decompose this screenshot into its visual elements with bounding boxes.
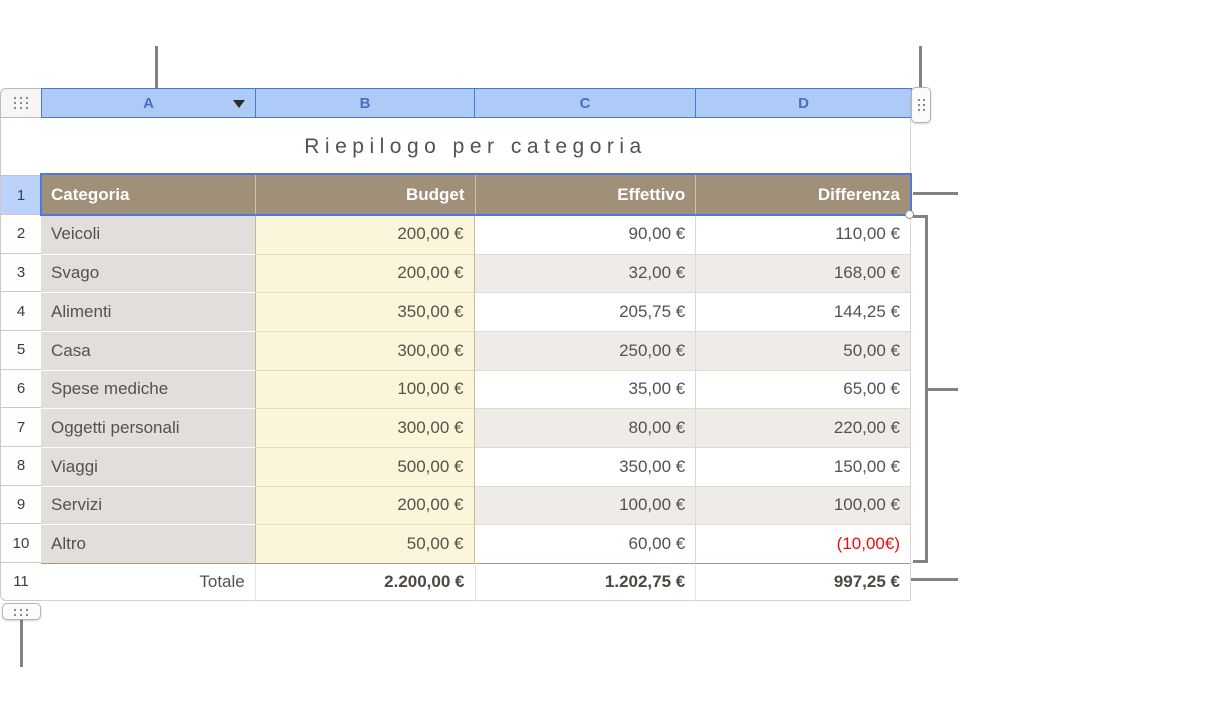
column-a-dropdown-icon[interactable] (233, 100, 245, 108)
category-cell[interactable]: Altro (41, 524, 255, 563)
effettivo-cell[interactable]: 350,00 € (474, 446, 696, 486)
budget-cell[interactable]: 300,00 € (254, 330, 475, 370)
row-number-8[interactable]: 8 (0, 446, 42, 486)
callout-bracket-body-rows (925, 215, 928, 563)
table-row: Servizi 200,00 € 100,00 € 100,00 € (41, 485, 910, 525)
header-budget-cell[interactable]: Budget (254, 175, 475, 215)
row-resize-handle[interactable] (2, 603, 41, 620)
row-number-1[interactable]: 1 (0, 175, 42, 215)
callout-stem-bottom-left-handle (20, 620, 23, 667)
category-cell[interactable]: Svago (41, 253, 255, 293)
differenza-cell[interactable]: 220,00 € (695, 408, 910, 447)
column-letter: C (579, 94, 591, 112)
callout-line-body-rows (927, 388, 958, 391)
header-categoria-cell[interactable]: Categoria (41, 175, 255, 215)
header-differenza-cell[interactable]: Differenza (695, 175, 910, 215)
row-number-5[interactable]: 5 (0, 330, 42, 370)
effettivo-cell[interactable]: 60,00 € (474, 524, 696, 563)
category-cell[interactable]: Alimenti (41, 292, 255, 331)
column-header-a[interactable]: A (41, 88, 256, 118)
total-budget-cell[interactable]: 2.200,00 € (254, 562, 475, 601)
differenza-cell-negative[interactable]: (10,00€) (695, 524, 910, 563)
table-row: Alimenti 350,00 € 205,75 € 144,25 € (41, 292, 910, 331)
budget-cell[interactable]: 100,00 € (254, 369, 475, 409)
budget-cell[interactable]: 350,00 € (254, 292, 475, 331)
category-cell[interactable]: Veicoli (41, 215, 255, 254)
table-title[interactable]: Riepilogo per categoria (41, 118, 910, 175)
drag-dots-icon (14, 609, 16, 611)
row-number-column: 1 2 3 4 5 6 7 8 9 10 11 (0, 118, 42, 601)
budget-cell[interactable]: 500,00 € (254, 446, 475, 486)
column-letter: A (143, 94, 154, 112)
row-number-4[interactable]: 4 (0, 292, 42, 331)
effettivo-cell[interactable]: 32,00 € (474, 253, 696, 293)
table-row: Spese mediche 100,00 € 35,00 € 65,00 € (41, 369, 910, 409)
row-number-2[interactable]: 2 (0, 215, 42, 254)
differenza-cell[interactable]: 168,00 € (695, 253, 910, 293)
row-number-3[interactable]: 3 (0, 253, 42, 293)
row-number-6[interactable]: 6 (0, 369, 42, 409)
callout-stem-top-right-handle (919, 46, 922, 88)
column-header-b[interactable]: B (255, 88, 475, 118)
drag-dots-icon (14, 97, 16, 99)
differenza-cell[interactable]: 110,00 € (695, 215, 910, 254)
differenza-cell[interactable]: 65,00 € (695, 369, 910, 409)
category-cell[interactable]: Viaggi (41, 446, 255, 486)
table-total-row: Totale 2.200,00 € 1.202,75 € 997,25 € (41, 562, 910, 601)
effettivo-cell[interactable]: 35,00 € (474, 369, 696, 409)
table-row: Casa 300,00 € 250,00 € 50,00 € (41, 330, 910, 370)
total-differenza-cell[interactable]: 997,25 € (695, 562, 910, 601)
total-label-cell[interactable]: Totale (41, 562, 255, 601)
table-move-handle[interactable] (0, 88, 42, 118)
column-letter: B (359, 94, 371, 112)
table-row: Svago 200,00 € 32,00 € 168,00 € (41, 253, 910, 293)
differenza-cell[interactable]: 50,00 € (695, 330, 910, 370)
effettivo-cell[interactable]: 90,00 € (474, 215, 696, 254)
callout-bracket-body-bottom-tick (913, 560, 928, 563)
category-cell[interactable]: Oggetti personali (41, 408, 255, 447)
callout-bracket-body-top-tick (913, 215, 928, 218)
budget-cell[interactable]: 200,00 € (254, 215, 475, 254)
row-number-7[interactable]: 7 (0, 408, 42, 447)
table: Riepilogo per categoria Categoria Budget… (41, 118, 911, 601)
selection-resize-knob[interactable] (905, 210, 914, 219)
budget-cell[interactable]: 200,00 € (254, 485, 475, 525)
effettivo-cell[interactable]: 80,00 € (474, 408, 696, 447)
column-resize-handle[interactable] (911, 87, 931, 123)
column-header-d[interactable]: D (695, 88, 912, 118)
effettivo-cell[interactable]: 250,00 € (474, 330, 696, 370)
callout-line-header-row (913, 192, 958, 195)
row-number-spacer (0, 118, 42, 175)
category-cell[interactable]: Spese mediche (41, 369, 255, 409)
budget-cell[interactable]: 50,00 € (254, 524, 475, 563)
total-effettivo-cell[interactable]: 1.202,75 € (474, 562, 696, 601)
category-cell[interactable]: Servizi (41, 485, 255, 525)
budget-cell[interactable]: 200,00 € (254, 253, 475, 293)
column-letter: D (798, 94, 809, 112)
differenza-cell[interactable]: 150,00 € (695, 446, 910, 486)
differenza-cell[interactable]: 144,25 € (695, 292, 910, 331)
callout-line-total-row (906, 578, 958, 581)
effettivo-cell[interactable]: 100,00 € (474, 485, 696, 525)
table-row: Viaggi 500,00 € 350,00 € 150,00 € (41, 446, 910, 486)
differenza-cell[interactable]: 100,00 € (695, 485, 910, 525)
table-row: Veicoli 200,00 € 90,00 € 110,00 € (41, 215, 910, 254)
header-effettivo-cell[interactable]: Effettivo (474, 175, 696, 215)
column-header-c[interactable]: C (474, 88, 696, 118)
row-number-9[interactable]: 9 (0, 485, 42, 525)
row-number-10[interactable]: 10 (0, 524, 42, 563)
table-row: Altro 50,00 € 60,00 € (10,00€) (41, 524, 910, 563)
table-row: Oggetti personali 300,00 € 80,00 € 220,0… (41, 408, 910, 447)
drag-dots-icon (918, 99, 920, 101)
budget-cell[interactable]: 300,00 € (254, 408, 475, 447)
category-cell[interactable]: Casa (41, 330, 255, 370)
row-number-11[interactable]: 11 (0, 562, 42, 601)
effettivo-cell[interactable]: 205,75 € (474, 292, 696, 331)
table-header-row: Categoria Budget Effettivo Differenza (41, 175, 910, 215)
